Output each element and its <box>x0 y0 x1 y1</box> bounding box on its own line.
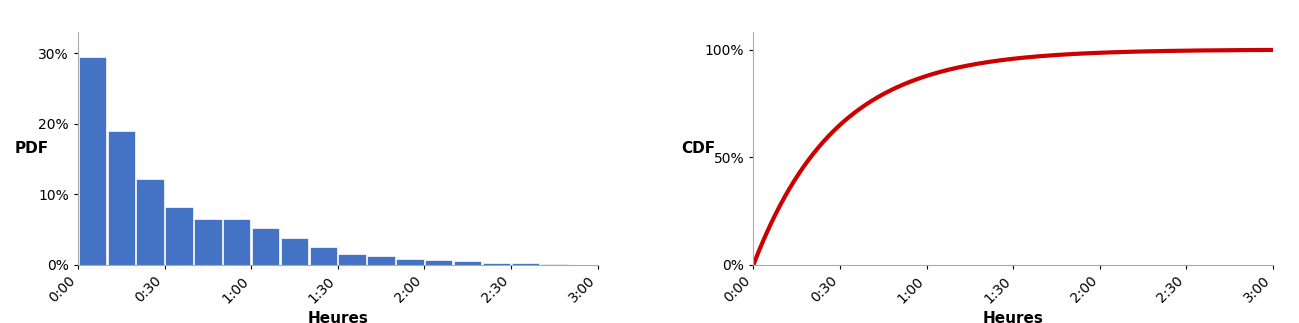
Bar <box>252 228 279 265</box>
Bar <box>453 261 482 265</box>
Bar <box>512 264 539 265</box>
X-axis label: Heures: Heures <box>983 311 1043 323</box>
Bar <box>368 256 395 265</box>
Bar <box>136 179 164 265</box>
Bar <box>540 264 568 265</box>
Bar <box>339 254 366 265</box>
Bar <box>483 263 511 265</box>
Bar <box>194 219 222 265</box>
Bar <box>223 219 251 265</box>
Bar <box>309 246 336 265</box>
Bar <box>165 207 192 265</box>
Y-axis label: CDF: CDF <box>681 141 714 156</box>
X-axis label: Heures: Heures <box>308 311 368 323</box>
Bar <box>396 258 423 265</box>
Y-axis label: PDF: PDF <box>14 141 48 156</box>
Bar <box>79 57 107 265</box>
Bar <box>425 260 452 265</box>
Bar <box>108 131 135 265</box>
Bar <box>281 238 308 265</box>
